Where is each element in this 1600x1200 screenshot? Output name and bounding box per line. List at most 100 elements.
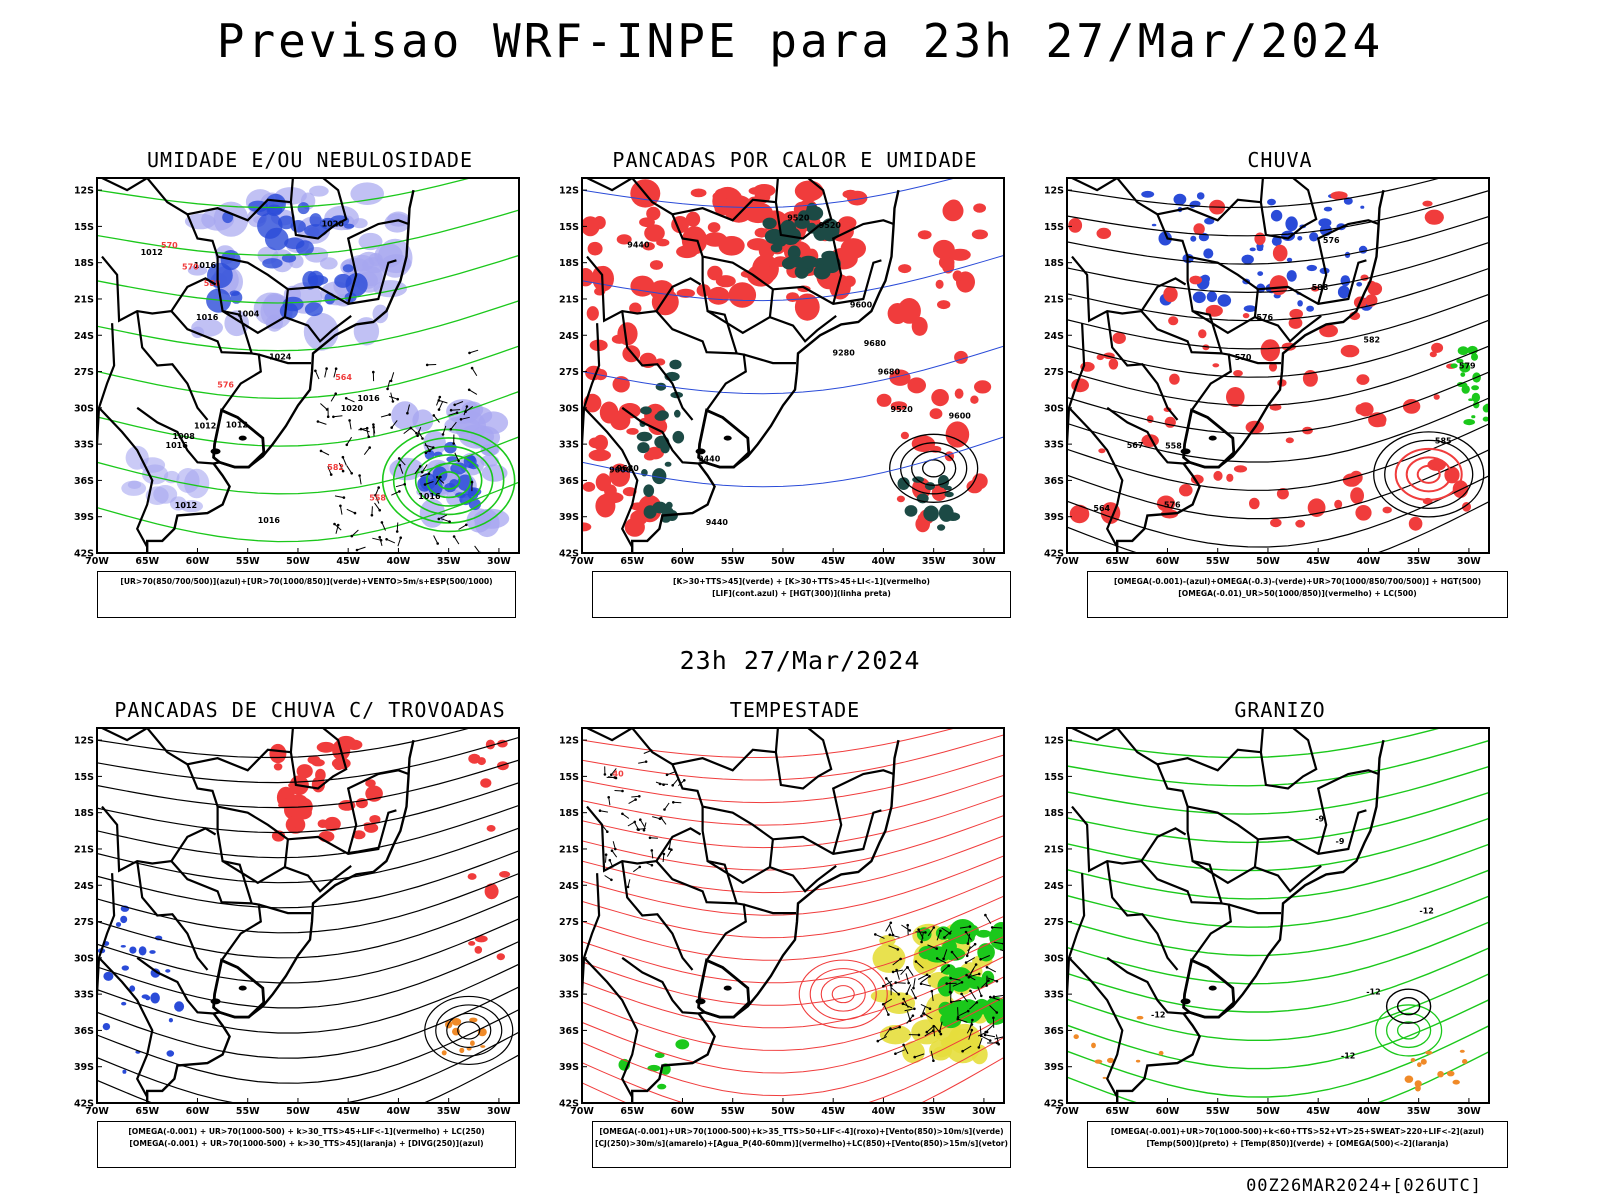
storm-red [334, 762, 344, 771]
contour-label: 576 [217, 381, 234, 390]
humidity-upper-area [391, 401, 419, 430]
contour-label: 579 [1459, 362, 1476, 371]
wind-vector-head [348, 419, 351, 422]
wind-vector [968, 1029, 973, 1040]
country-border [101, 255, 217, 323]
streamline [97, 254, 519, 304]
forecast-run-code: 00Z26MAR2024+[026UTC] [1246, 1176, 1482, 1196]
divergence-blue [129, 985, 136, 992]
rain-red [1433, 394, 1440, 400]
wind-vector [990, 996, 1000, 1001]
omega-orange [1425, 1050, 1433, 1055]
contour-label: 9600 [949, 411, 972, 420]
lake-blot [238, 985, 247, 991]
wind-vector [414, 466, 421, 474]
wind-vector-head [902, 1043, 905, 1047]
wind-vector [993, 994, 1004, 998]
wind-vector [438, 401, 444, 410]
rain-blue [1267, 198, 1276, 206]
wind-vector [921, 932, 924, 943]
storm-orange [441, 1050, 447, 1056]
caption-line: [Temp(500)](preto) + [Temp(850)](verde) … [1146, 1139, 1449, 1148]
wind-vector-head [995, 1011, 999, 1014]
wind-vector-head [427, 472, 431, 476]
humidity-upper-core [450, 462, 467, 475]
omega-orange [1459, 1049, 1465, 1053]
low-pressure-contour [381, 428, 516, 533]
storm-red [467, 873, 477, 880]
contour-label: 564 [335, 373, 352, 382]
wind-vector [985, 1034, 996, 1038]
wind-vector-head [897, 993, 901, 996]
streamline [582, 875, 1004, 939]
wind-vector [391, 490, 400, 496]
lon-tick-label: 70W [85, 1106, 109, 1117]
rain-red [1112, 332, 1126, 344]
convective-red [889, 369, 911, 386]
streamline [97, 827, 519, 884]
wind-vector-head [467, 388, 471, 392]
rain-blue [1356, 282, 1363, 287]
convective-red [639, 217, 655, 227]
lon-tick-label: 30W [972, 1106, 996, 1117]
convective-red [714, 188, 729, 200]
wind-vector [335, 524, 339, 534]
wind-vector-head [665, 773, 669, 777]
convective-teal [805, 205, 824, 221]
wind-vector-head [961, 1049, 964, 1053]
wind-vector-head [906, 966, 909, 969]
wind-vector-head [885, 977, 888, 980]
convective-red [595, 473, 612, 492]
wind850-green [675, 1039, 690, 1050]
wind-vector [895, 982, 906, 984]
lon-tick-label: 45W [821, 1106, 845, 1117]
wind-vector-head [385, 538, 388, 541]
wind-vector [921, 975, 930, 983]
omega-orange [1420, 1058, 1427, 1065]
rain-red [1254, 232, 1266, 246]
wind-vector-head [637, 828, 640, 831]
rain-blue [1337, 285, 1350, 299]
wind-vector [397, 537, 402, 547]
humidity-upper-core [262, 258, 283, 269]
low-pressure-contour [446, 1012, 492, 1049]
country-border [621, 860, 694, 971]
map-svg: 9680968096809600960095209440960095209440… [559, 177, 1005, 567]
wind850-green [991, 922, 1004, 941]
lat-tick-label: 36S [74, 1026, 94, 1037]
lon-tick-label: 70W [570, 556, 594, 567]
wind-vector-head [344, 397, 348, 400]
lat-tick-label: 15S [559, 772, 579, 783]
country-border [136, 310, 209, 421]
wind-vector [421, 464, 428, 473]
lon-tick-label: 30W [487, 1106, 511, 1117]
storm-red [474, 946, 483, 954]
convective-red [582, 481, 596, 492]
country-border [1106, 956, 1184, 1015]
country-border [743, 903, 796, 915]
rain-blue [1309, 232, 1319, 242]
convective-red [630, 502, 646, 511]
wind-vector [877, 1036, 887, 1042]
lon-tick-label: 60W [671, 1106, 695, 1117]
rain-blue [1158, 231, 1172, 246]
storm-red [480, 778, 492, 788]
wind850-green [654, 1052, 665, 1059]
wind-vector [391, 420, 398, 428]
wind-vector [913, 978, 916, 989]
convective-teal [823, 254, 841, 274]
wind-vector [450, 421, 457, 430]
wind-vector-head [358, 474, 361, 477]
contour-label: 1024 [269, 353, 292, 362]
wind-vector-head [432, 414, 436, 417]
storm-red [477, 757, 486, 766]
streamline [582, 936, 1004, 1006]
wind-vector [417, 430, 423, 439]
country-border [1187, 255, 1367, 305]
rain-green [1471, 392, 1481, 403]
convective-red [949, 248, 971, 261]
lon-tick-label: 50W [771, 1106, 795, 1117]
uruguay-border [212, 958, 266, 1019]
rain-red [1269, 275, 1288, 296]
wind-vector [906, 984, 912, 994]
